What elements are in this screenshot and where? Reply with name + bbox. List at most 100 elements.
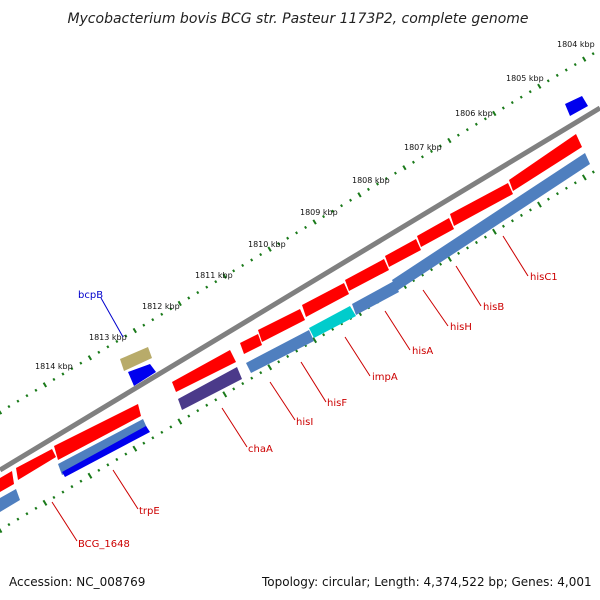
minor-tick [169, 425, 173, 429]
major-tick [177, 418, 183, 425]
gene-feature-rev-6[interactable] [392, 153, 590, 291]
gene-label-hisI[interactable]: hisI [296, 417, 313, 428]
minor-tick [250, 258, 254, 262]
minor-tick [205, 403, 209, 407]
gene-feature-fwd-7[interactable] [302, 283, 349, 317]
minor-tick [474, 122, 478, 126]
accession-text: Accession: NC_008769 [9, 575, 145, 589]
minor-tick [420, 155, 424, 159]
gene-feature-rev-4[interactable] [246, 330, 314, 373]
gene-feature-fwd-6[interactable] [258, 309, 305, 342]
minor-tick [439, 262, 443, 266]
tick-label: 1812 kbp [142, 302, 180, 311]
gene-feature-fwd-8[interactable] [345, 259, 389, 291]
minor-tick [295, 349, 299, 353]
gene-feature-rev-2[interactable] [58, 419, 148, 475]
minor-tick [106, 463, 110, 467]
gene-labels: bcpB hisC1 hisB hisH hisA impA hisF hisI… [78, 272, 558, 550]
major-tick [267, 246, 272, 252]
major-tick [222, 273, 227, 279]
gene-feature-fwd-3[interactable] [54, 404, 141, 460]
gene-feature-fwd-4[interactable] [172, 350, 236, 392]
minor-tick [106, 345, 110, 349]
gene-label-hisC1[interactable]: hisC1 [530, 272, 558, 283]
gene-feature-fwd-9[interactable] [385, 239, 421, 267]
major-tick [312, 219, 317, 225]
major-tick [42, 499, 48, 506]
gene-feature-fwd-2[interactable] [16, 449, 56, 480]
gene-feature-fwd-12[interactable] [509, 134, 582, 191]
gene-label-bcpB[interactable]: bcpB [78, 290, 103, 301]
gene-feature-fwd-5[interactable] [240, 334, 262, 354]
minor-tick [250, 376, 254, 380]
minor-tick [591, 52, 595, 56]
minor-tick [61, 490, 65, 494]
minor-tick [555, 73, 559, 78]
minor-tick [16, 517, 20, 521]
tick-label: 1813 kbp [89, 333, 127, 342]
gene-label-hisH[interactable]: hisH [450, 322, 472, 333]
minor-tick [501, 224, 505, 228]
gene-leader-lines [51, 235, 529, 542]
minor-tick [430, 268, 434, 272]
gene-feature-top-blue[interactable] [565, 96, 588, 116]
tick-label: 1808 kbp [352, 176, 390, 185]
major-tick [447, 137, 452, 144]
gene-feature-bcpB[interactable] [128, 364, 156, 386]
minor-tick [483, 117, 487, 121]
minor-tick [214, 398, 218, 402]
minor-tick [384, 176, 388, 181]
tick-label: 1814 kbp [35, 362, 73, 371]
minor-tick [465, 128, 469, 132]
minor-tick [322, 333, 326, 337]
minor-tick [70, 484, 74, 489]
major-tick [312, 337, 318, 344]
map-title: Mycobacterium bovis BCG str. Pasteur 117… [67, 11, 528, 27]
minor-tick [474, 240, 478, 245]
gene-feature-fwd-11[interactable] [450, 183, 513, 226]
gene-label-impA[interactable]: impA [372, 372, 398, 383]
leader-hisC1 [502, 235, 529, 277]
minor-tick [591, 170, 595, 174]
gene-feature-rev-impA[interactable] [309, 306, 356, 338]
gene-feature-rev-3[interactable] [62, 426, 150, 477]
major-tick [492, 110, 497, 117]
gene-label-hisF[interactable]: hisF [327, 398, 347, 409]
gene-label-trpE[interactable]: trpE [139, 506, 160, 517]
leader-hisB [455, 265, 482, 307]
outer-tick-track [0, 52, 595, 415]
gene-label-chaA[interactable]: chaA [248, 444, 273, 455]
major-tick [402, 165, 407, 171]
minor-tick [555, 192, 559, 196]
minor-tick [52, 377, 56, 382]
minor-tick [564, 186, 568, 190]
major-tick [267, 364, 273, 371]
minor-tick [519, 213, 523, 218]
minor-tick [205, 285, 209, 289]
minor-tick [349, 198, 353, 202]
minor-tick [187, 414, 191, 418]
gene-label-hisA[interactable]: hisA [412, 346, 433, 357]
tick-label: 1805 kbp [506, 74, 544, 83]
tick-label: 1809 kbp [300, 208, 338, 217]
gene-feature-rev-chaA[interactable] [178, 367, 242, 410]
minor-tick [79, 361, 83, 365]
gene-feature-rev-5[interactable] [352, 281, 399, 315]
gene-label-BCG_1648[interactable]: BCG_1648 [78, 539, 130, 550]
gene-feature-olive[interactable] [120, 347, 152, 371]
leader-impA [344, 336, 371, 377]
minor-tick [97, 468, 101, 472]
leader-chaA [221, 407, 248, 448]
minor-tick [528, 208, 532, 212]
major-tick [537, 83, 542, 89]
leader-hisI [269, 381, 296, 421]
leader-hisA [384, 310, 411, 351]
minor-tick [259, 252, 263, 257]
gene-feature-fwd-10[interactable] [417, 218, 454, 247]
minor-tick [286, 354, 290, 359]
leader-bcpB [100, 297, 124, 338]
gene-label-hisB[interactable]: hisB [483, 302, 504, 313]
gene-feature-rev-1[interactable] [0, 489, 20, 512]
gene-feature-fwd-1[interactable] [0, 471, 14, 492]
